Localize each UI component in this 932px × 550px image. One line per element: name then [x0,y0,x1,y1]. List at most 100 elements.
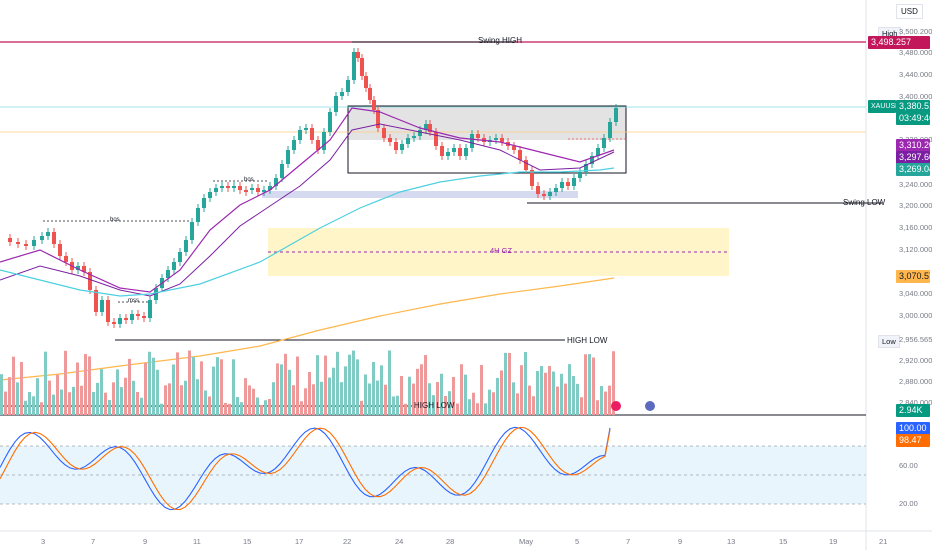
volume-bar [272,382,275,415]
volume-bar [20,362,23,415]
volume-bar [528,385,531,415]
price-tick: 3,440.000 [899,70,932,79]
volume-bar [380,365,383,415]
volume-bar [88,356,91,415]
candle-body [232,186,236,188]
volume-bar [120,387,123,415]
candle-body [440,146,444,156]
volume-bar [324,355,327,415]
volume-bar [112,382,115,415]
ma2-line [0,123,615,297]
date-label: 11 [193,537,201,546]
volume-bar [292,385,295,415]
date-label: 17 [295,537,304,546]
volume-bar [424,355,427,415]
volume-bar [8,377,11,415]
volume-bar [552,371,555,415]
candle-body [40,236,44,240]
volume-bar [104,392,107,415]
volume-bar [176,352,179,415]
volume-bar [336,351,339,415]
candle-body [220,186,224,188]
volume-bar [444,396,447,415]
volume-bar [72,386,75,415]
volume-bar [160,403,163,415]
volume-bar [284,353,287,415]
candle-body [32,240,36,246]
swing-high-annotation: Swing HIGH [478,36,523,45]
candle-body [8,238,12,242]
volume-bar [348,354,351,415]
price-tick: 3,400.000 [899,92,932,101]
bos-annotation-2: bos [244,177,254,183]
candle-body [52,232,56,244]
volume-bar [124,377,127,415]
candle-body [536,186,540,194]
ma1-line [0,107,615,293]
swing-low-annotation: Swing LOW [843,198,886,207]
candle-body [382,128,386,138]
candle-body [190,222,194,240]
price-tick: 2,880.000 [899,377,932,386]
candle-body [94,290,98,312]
volume-bar [196,379,199,415]
candle-body [566,182,570,186]
price-tick: 3,240.000 [899,180,932,189]
ma1-badge: 3,310.208 [896,139,930,152]
volume-bar [232,359,235,415]
candle-body [578,172,582,178]
volume-bar [524,351,527,415]
candle-body [106,300,110,322]
volume-bar [228,403,231,415]
volume-bar [496,377,499,415]
volume-bar [188,350,191,415]
date-label: 7 [91,537,96,546]
volume-bar [108,400,111,415]
volume-bar [612,351,615,415]
volume-bar [488,389,491,415]
candle-body [316,140,320,150]
date-label: 13 [727,537,736,546]
candle-body [196,208,200,222]
volume-bar [388,350,391,415]
price-tick: 3,040.000 [899,289,932,298]
currency-selector[interactable]: USD [896,4,923,19]
volume-bar [404,403,407,415]
candle-body [166,270,170,278]
volume-bar [116,369,119,415]
date-label: 9 [143,537,148,546]
high-low-annotation: HIGH LOW [567,336,608,345]
candle-body [58,244,62,256]
candle-body [292,140,296,150]
volume-bar [80,385,83,415]
candle-body [46,232,50,236]
candle-body [356,52,360,58]
candle-body [352,52,356,80]
date-label: 15 [779,537,788,546]
volume-bar [260,404,263,415]
candle-body [214,188,218,192]
volume-bar [184,380,187,415]
price-tick: 2,956.565 [899,335,932,344]
range-fill [348,106,626,140]
volume-bar [140,397,143,415]
volume-bar [512,382,515,415]
candle-body [560,182,564,188]
volume-bar [68,392,71,415]
volume-bar [608,385,611,415]
volume-bar [48,380,51,415]
candle-body [512,146,516,150]
candle-body [500,138,504,142]
candle-body [178,252,182,262]
high-low-annotation-2: HIGH LOW [414,401,455,410]
volume-bar [4,391,7,415]
volume-bar [428,383,431,415]
volume-bar [240,402,243,415]
date-label: 19 [829,537,838,546]
candle-body [280,164,284,178]
volume-bar [156,369,159,415]
volume-bar [460,364,463,415]
volume-bar [16,382,19,415]
countdown-badge: 03:49:46 [896,112,930,125]
